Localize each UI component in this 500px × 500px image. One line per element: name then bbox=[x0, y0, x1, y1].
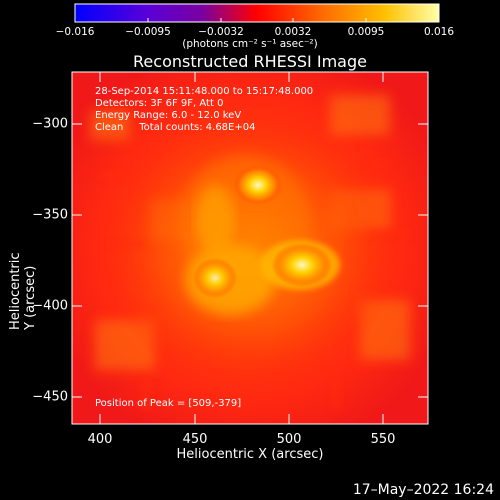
x-tick-label: 550 bbox=[370, 432, 396, 447]
image-info: 28-Sep-2014 15:11:48.000 to 15:17:48.000… bbox=[95, 86, 313, 134]
colorbar-tick: −0.0095 bbox=[125, 26, 171, 38]
info-energy-range: Energy Range: 6.0 - 12.0 keV bbox=[95, 110, 242, 121]
colorbar-unit: (photons cm⁻² s⁻¹ asec⁻²) bbox=[182, 38, 318, 50]
x-tick-label: 400 bbox=[87, 432, 113, 447]
info-counts: Clean Total counts: 4.68E+04 bbox=[95, 122, 256, 133]
colorbar-tick: 0.0095 bbox=[347, 26, 385, 38]
info-time-range: 28-Sep-2014 15:11:48.000 to 15:17:48.000 bbox=[95, 86, 314, 97]
y-axis-label: Heliocentric Y (arcsec) bbox=[8, 252, 38, 330]
footer-date: 17–May–2022 16:24 bbox=[352, 482, 494, 498]
x-axis-label: Heliocentric X (arcsec) bbox=[176, 447, 324, 462]
y-tick-label: −350 bbox=[32, 207, 68, 223]
page-title: Reconstructed RHESSI Image bbox=[133, 52, 367, 71]
colorbar bbox=[75, 4, 439, 22]
x-tick-label: 500 bbox=[276, 432, 302, 447]
solar-image bbox=[72, 72, 428, 424]
plot-frame bbox=[71, 71, 429, 425]
peak-position: Position of Peak = [509,-379] bbox=[95, 398, 242, 409]
info-detectors: Detectors: 3F 6F 9F, Att 0 bbox=[95, 98, 224, 109]
colorbar-tick: 0.0032 bbox=[274, 26, 312, 38]
colorbar-tick: 0.016 bbox=[423, 26, 455, 38]
colorbar-tick: −0.0032 bbox=[198, 26, 244, 38]
colorbar-tick: −0.016 bbox=[55, 26, 95, 38]
y-tick-label: −450 bbox=[32, 389, 68, 405]
y-tick-label: −400 bbox=[32, 298, 68, 314]
y-tick-label: −300 bbox=[32, 116, 68, 132]
x-tick-label: 450 bbox=[182, 432, 208, 447]
